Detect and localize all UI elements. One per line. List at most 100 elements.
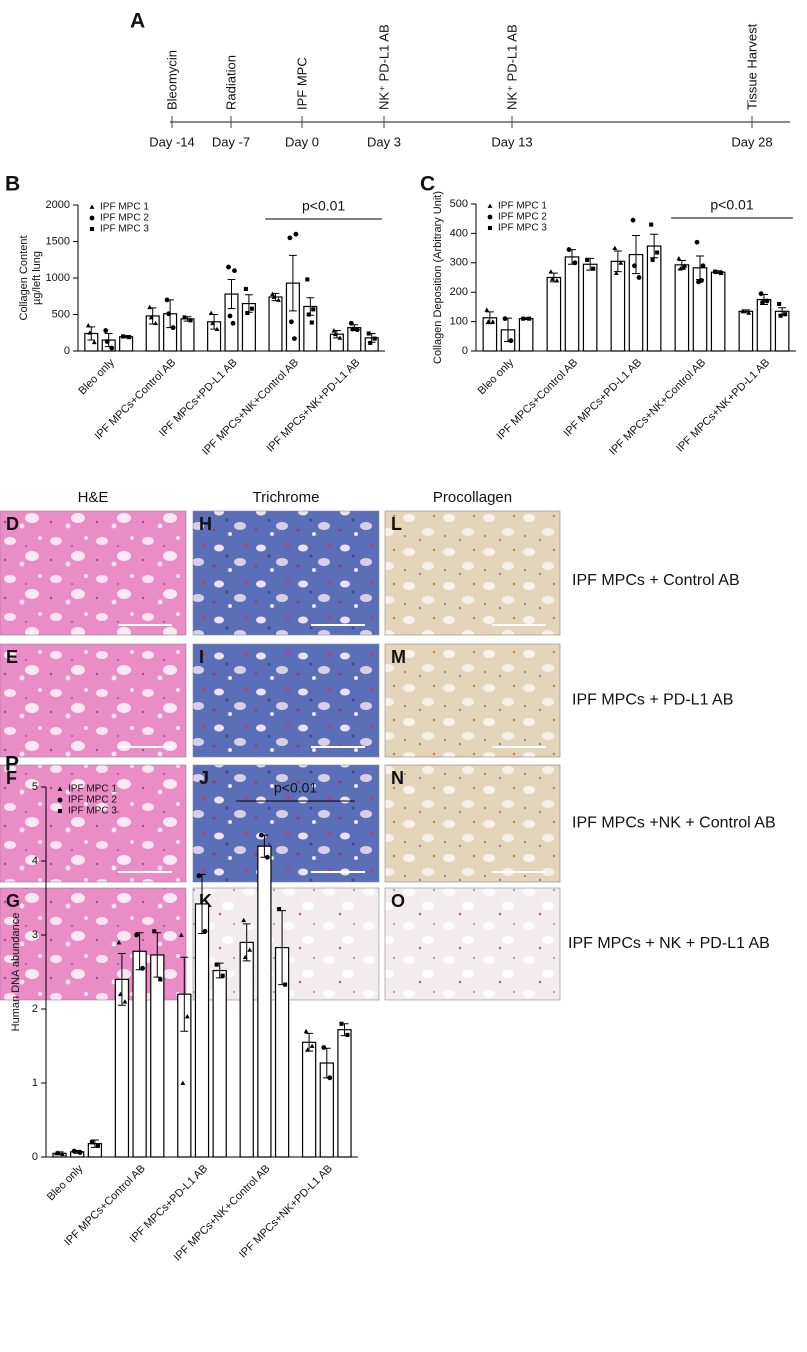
histology-image	[192, 510, 380, 636]
y-tick-label: 5	[32, 781, 38, 793]
point	[270, 291, 275, 296]
point	[147, 304, 153, 310]
point	[680, 264, 686, 270]
histology-image	[192, 764, 380, 883]
image-label: L	[391, 514, 402, 534]
point	[158, 977, 163, 982]
y-tick-label: 0	[462, 345, 468, 357]
point	[345, 1032, 350, 1037]
bar	[257, 845, 272, 1158]
legend-label: IPF MPC 2	[100, 213, 149, 224]
bar	[674, 264, 690, 352]
bar	[518, 318, 534, 352]
day-label: Day 13	[491, 134, 532, 149]
image-label: I	[199, 647, 204, 667]
point	[484, 307, 490, 312]
day-label: Day 28	[731, 134, 772, 149]
point	[104, 339, 110, 344]
point	[487, 203, 493, 208]
bar	[582, 263, 598, 352]
point	[548, 269, 554, 274]
bar	[301, 1041, 317, 1158]
image-label: G	[6, 891, 20, 911]
point	[289, 319, 294, 325]
point	[287, 235, 293, 241]
day-label: Day 3	[367, 134, 401, 149]
point	[87, 330, 93, 335]
column-header: Procollagen	[433, 489, 512, 506]
histology-image	[0, 764, 187, 883]
day-label: Day -14	[149, 134, 195, 149]
point	[740, 308, 746, 314]
y-axis-label: Collagen Deposition (Arbitrary Unit)	[432, 191, 444, 364]
point	[188, 318, 193, 323]
point	[502, 316, 508, 322]
point	[630, 217, 636, 223]
histology-image	[384, 643, 561, 758]
x-tick-label: Bleo only	[476, 356, 517, 397]
point	[566, 247, 572, 252]
error-bar	[289, 254, 297, 312]
bar	[546, 276, 562, 352]
point	[699, 278, 704, 283]
point	[618, 260, 624, 265]
point	[778, 313, 783, 318]
point	[121, 334, 126, 339]
bar	[268, 296, 283, 352]
point	[777, 301, 782, 306]
point	[245, 311, 250, 316]
y-tick-label: 1500	[46, 235, 70, 247]
bar	[710, 271, 726, 352]
point	[247, 947, 253, 952]
point	[232, 268, 237, 274]
bar	[239, 941, 254, 1158]
point	[649, 222, 654, 227]
point	[182, 315, 187, 320]
point	[676, 255, 682, 261]
point	[293, 231, 299, 237]
point	[677, 266, 683, 271]
row-label: IPF MPCs +NK + Control AB	[572, 815, 776, 832]
bar	[756, 298, 772, 352]
annotation: p<0.01	[710, 197, 753, 213]
point	[311, 307, 316, 312]
bar	[132, 950, 147, 1158]
point	[487, 214, 493, 220]
image-label: E	[6, 647, 18, 667]
error-bar	[485, 311, 494, 325]
point	[243, 286, 248, 291]
image-label: J	[199, 768, 209, 788]
day-label: Day -7	[212, 134, 250, 149]
timeline: A	[130, 10, 790, 123]
point	[55, 1150, 61, 1155]
image-label: N	[391, 768, 404, 788]
point	[220, 973, 225, 978]
point	[327, 1075, 333, 1081]
y-axis-label: µg/left lung	[31, 251, 43, 305]
point	[508, 338, 514, 344]
error-bar	[117, 953, 126, 1006]
error-bar	[180, 956, 189, 1032]
point	[305, 277, 310, 282]
point	[214, 962, 219, 967]
point	[758, 291, 764, 297]
point	[184, 1014, 190, 1019]
y-tick-label: 0	[64, 345, 70, 357]
row-label: IPF MPCs + Control AB	[572, 572, 740, 589]
legend-label: IPF MPC 1	[68, 784, 117, 795]
panel-label: C	[420, 173, 435, 196]
point	[527, 316, 532, 321]
point	[89, 226, 95, 232]
event-label: Bleomycin	[164, 50, 179, 110]
point	[271, 294, 277, 299]
point	[89, 215, 95, 221]
histology-image	[192, 643, 380, 758]
y-tick-label: 1000	[46, 272, 70, 284]
y-tick-label: 300	[450, 257, 468, 269]
column-header: H&E	[78, 489, 109, 506]
point	[109, 345, 115, 351]
event-label: NK⁺ PD-L1 AB	[504, 24, 519, 110]
bar	[564, 256, 580, 352]
error-bar	[227, 278, 236, 310]
